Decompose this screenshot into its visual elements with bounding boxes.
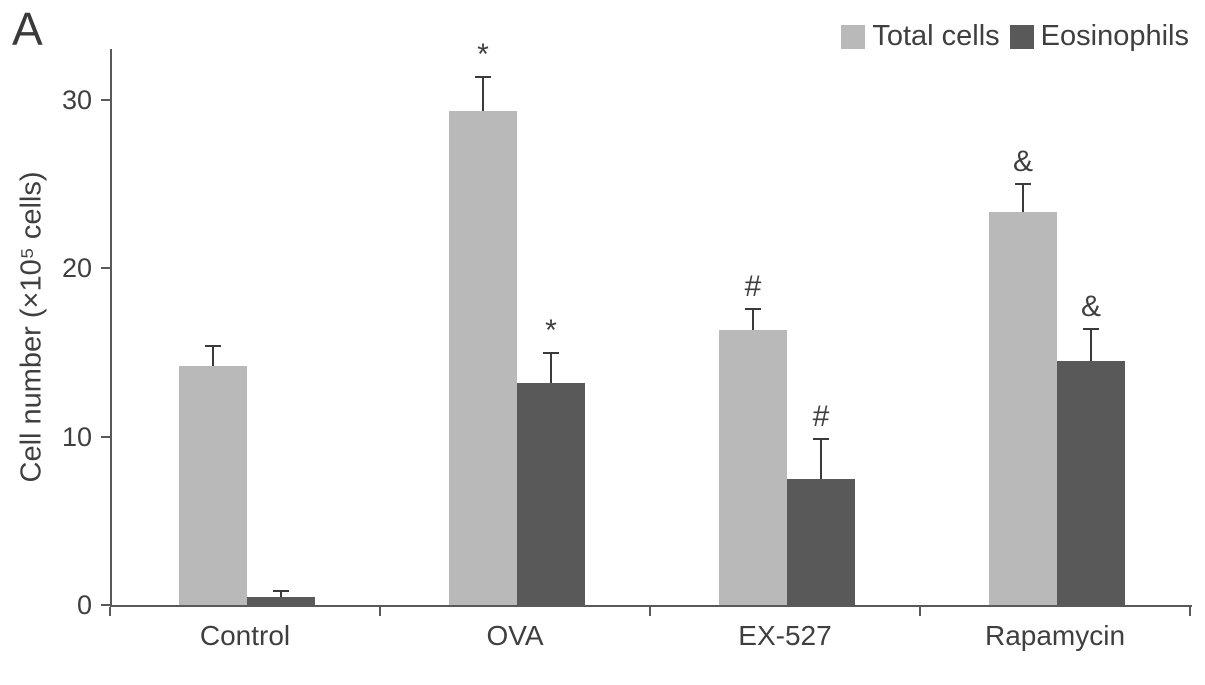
error-bar <box>752 310 754 331</box>
legend-swatch-icon <box>841 24 866 49</box>
error-bar <box>550 353 552 383</box>
significance-marker: # <box>744 270 762 304</box>
error-bar <box>1022 185 1024 213</box>
bar-total-cells-ex-527 <box>719 330 787 605</box>
significance-marker: & <box>1012 145 1033 179</box>
x-category-label: EX-527 <box>738 620 832 651</box>
bar-eosinophils-control <box>247 596 315 605</box>
error-bar-cap <box>475 75 491 78</box>
x-tick-mark <box>1189 607 1191 616</box>
error-bar <box>212 347 214 366</box>
y-tick-label: 20 <box>61 253 92 284</box>
error-bar-cap <box>273 589 289 592</box>
error-bar <box>1090 330 1092 361</box>
bar-eosinophils-ova <box>517 382 585 605</box>
y-tick-mark <box>101 604 110 606</box>
x-category-label: Control <box>199 620 291 651</box>
plot-area: * * # # & & <box>110 39 1192 607</box>
error-bar-cap <box>205 345 221 348</box>
legend-label: Total cells <box>872 20 1000 52</box>
bar-eosinophils-ex-527 <box>787 478 855 605</box>
x-category-label: Rapamycin <box>984 620 1126 651</box>
bar-total-cells-rapamycin <box>989 212 1057 605</box>
error-bar-cap <box>543 351 559 354</box>
y-tick-label: 0 <box>76 590 92 620</box>
bar-eosinophils-rapamycin <box>1057 360 1125 605</box>
y-tick-label: 30 <box>61 84 92 115</box>
error-bar-cap <box>745 308 761 311</box>
x-tick-mark <box>919 607 921 616</box>
significance-marker: * <box>477 37 489 71</box>
error-bar <box>482 77 484 112</box>
significance-marker: & <box>1080 290 1101 324</box>
legend-item-eosinophils: Eosinophils <box>1009 20 1189 53</box>
y-tick-mark <box>101 267 110 270</box>
y-tick-mark <box>101 98 110 101</box>
bar-total-cells-control <box>179 365 247 605</box>
error-bar-cap <box>1015 183 1031 186</box>
error-bar-cap <box>1083 328 1099 331</box>
legend-swatch-icon <box>1009 24 1034 49</box>
x-category-label: OVA <box>486 620 544 651</box>
x-tick-mark <box>649 607 651 616</box>
significance-marker: # <box>812 399 830 433</box>
error-bar <box>820 439 822 479</box>
y-tick-mark <box>101 435 110 438</box>
legend: Total cells Eosinophils <box>841 20 1189 53</box>
y-tick-label: 10 <box>61 421 92 452</box>
x-tick-mark <box>379 607 381 616</box>
x-tick-mark <box>109 607 111 616</box>
bar-total-cells-ova <box>449 111 517 605</box>
legend-label: Eosinophils <box>1040 20 1189 52</box>
legend-item-total-cells: Total cells <box>841 20 1000 53</box>
significance-marker: * <box>545 313 557 347</box>
error-bar <box>280 591 282 597</box>
panel-label: A <box>12 3 43 55</box>
error-bar-cap <box>813 437 829 440</box>
